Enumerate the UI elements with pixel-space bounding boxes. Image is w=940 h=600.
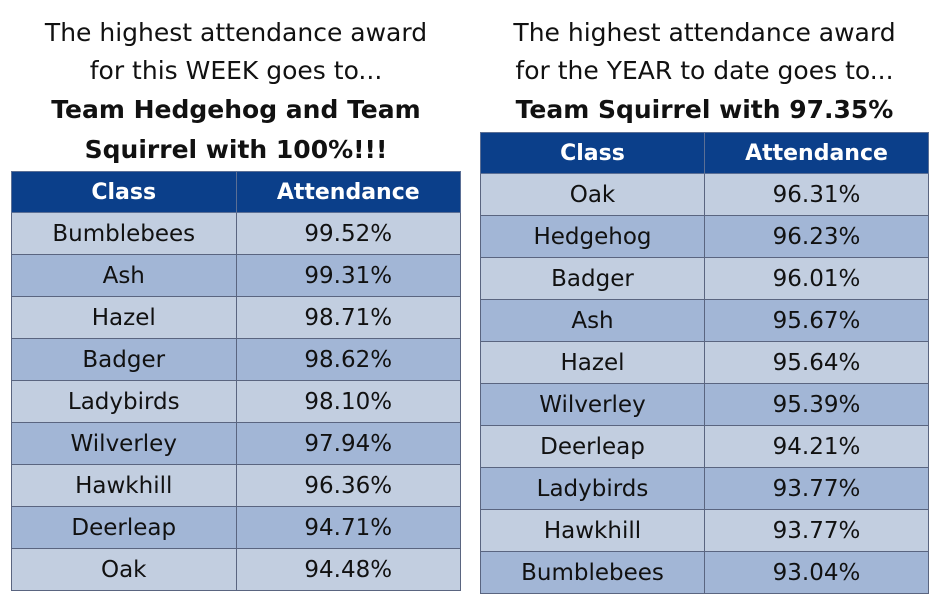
attendance-cell: 96.36% bbox=[235, 464, 461, 507]
class-name-cell: Ash bbox=[11, 254, 237, 297]
table-row: Wilverley 97.94% bbox=[11, 422, 461, 465]
attendance-cell: 95.67% bbox=[704, 299, 929, 342]
attendance-cell: 94.21% bbox=[704, 425, 929, 468]
class-name-cell: Wilverley bbox=[480, 383, 705, 426]
weekly-winner-line1: Team Hedgehog and Team bbox=[51, 95, 421, 124]
table-row: Oak 96.31% bbox=[480, 173, 929, 216]
class-name-cell: Ladybirds bbox=[480, 467, 705, 510]
yearly-award-panel: The highest attendance award for the YEA… bbox=[480, 0, 929, 594]
weekly-winner-line2: Squirrel with 100%!!! bbox=[84, 135, 388, 164]
table-row: Hedgehog 96.23% bbox=[480, 215, 929, 258]
table-row: Ladybirds 93.77% bbox=[480, 467, 929, 510]
attendance-cell: 96.31% bbox=[704, 173, 929, 216]
attendance-cell: 93.04% bbox=[704, 551, 929, 594]
column-header-attendance: Attendance bbox=[704, 132, 929, 174]
column-header-attendance: Attendance bbox=[235, 171, 461, 213]
class-name-cell: Hedgehog bbox=[480, 215, 705, 258]
class-name-cell: Deerleap bbox=[11, 506, 237, 549]
attendance-cell: 93.77% bbox=[704, 467, 929, 510]
attendance-cell: 99.52% bbox=[235, 212, 461, 255]
table-row: Ash 99.31% bbox=[11, 254, 461, 297]
attendance-cell: 94.71% bbox=[235, 506, 461, 549]
table-row: Hazel 95.64% bbox=[480, 341, 929, 384]
attendance-cell: 98.71% bbox=[235, 296, 461, 339]
attendance-cell: 98.62% bbox=[235, 338, 461, 381]
table-row: Bumblebees 99.52% bbox=[11, 212, 461, 255]
weekly-heading-line1: The highest attendance award bbox=[44, 18, 428, 47]
table-row: Bumblebees 93.04% bbox=[480, 551, 929, 594]
table-row: Badger 98.62% bbox=[11, 338, 461, 381]
attendance-cell: 99.31% bbox=[235, 254, 461, 297]
class-name-cell: Hawkhill bbox=[480, 509, 705, 552]
weekly-award-panel: The highest attendance award for this WE… bbox=[11, 0, 461, 591]
table-row: Wilverley 95.39% bbox=[480, 383, 929, 426]
table-row: Oak 94.48% bbox=[11, 548, 461, 591]
weekly-table-body: Bumblebees 99.52% Ash 99.31% Hazel 98.71% Badg… bbox=[11, 212, 461, 591]
class-name-cell: Hawkhill bbox=[11, 464, 237, 507]
class-name-cell: Deerleap bbox=[480, 425, 705, 468]
table-row: Deerleap 94.21% bbox=[480, 425, 929, 468]
yearly-attendance-table: Class Attendance Oak 96.31% Hedgehog 96.23%… bbox=[480, 132, 929, 594]
attendance-cell: 97.94% bbox=[235, 422, 461, 465]
class-name-cell: Bumblebees bbox=[480, 551, 705, 594]
table-row: Hawkhill 93.77% bbox=[480, 509, 929, 552]
yearly-heading-line1: The highest attendance award bbox=[513, 18, 896, 47]
yearly-table-body: Oak 96.31% Hedgehog 96.23% Badger 96.01% Ash 95… bbox=[480, 173, 929, 594]
table-row: Ash 95.67% bbox=[480, 299, 929, 342]
table-row: Badger 96.01% bbox=[480, 257, 929, 300]
table-header-row: Class Attendance bbox=[11, 171, 461, 213]
attendance-cell: 95.39% bbox=[704, 383, 929, 426]
class-name-cell: Hazel bbox=[480, 341, 705, 384]
table-row: Ladybirds 98.10% bbox=[11, 380, 461, 423]
attendance-cell: 94.48% bbox=[235, 548, 461, 591]
yearly-heading-line2: for the YEAR to date goes to... bbox=[515, 56, 894, 85]
attendance-cell: 95.64% bbox=[704, 341, 929, 384]
table-row: Hazel 98.71% bbox=[11, 296, 461, 339]
class-name-cell: Wilverley bbox=[11, 422, 237, 465]
yearly-winner-line1: Team Squirrel with 97.35% bbox=[515, 95, 894, 124]
column-header-class: Class bbox=[11, 171, 237, 213]
column-header-class: Class bbox=[480, 132, 705, 174]
table-header-row: Class Attendance bbox=[480, 132, 929, 174]
weekly-attendance-table: Class Attendance Bumblebees 99.52% Ash 99.3… bbox=[11, 171, 461, 591]
class-name-cell: Ladybirds bbox=[11, 380, 237, 423]
class-name-cell: Oak bbox=[11, 548, 237, 591]
weekly-heading-line2: for this WEEK goes to... bbox=[89, 56, 383, 85]
attendance-cell: 96.01% bbox=[704, 257, 929, 300]
attendance-cell: 96.23% bbox=[704, 215, 929, 258]
attendance-cell: 93.77% bbox=[704, 509, 929, 552]
class-name-cell: Bumblebees bbox=[11, 212, 237, 255]
class-name-cell: Oak bbox=[480, 173, 705, 216]
table-row: Hawkhill 96.36% bbox=[11, 464, 461, 507]
class-name-cell: Hazel bbox=[11, 296, 237, 339]
class-name-cell: Ash bbox=[480, 299, 705, 342]
table-row: Deerleap 94.71% bbox=[11, 506, 461, 549]
class-name-cell: Badger bbox=[480, 257, 705, 300]
attendance-cell: 98.10% bbox=[235, 380, 461, 423]
class-name-cell: Badger bbox=[11, 338, 237, 381]
